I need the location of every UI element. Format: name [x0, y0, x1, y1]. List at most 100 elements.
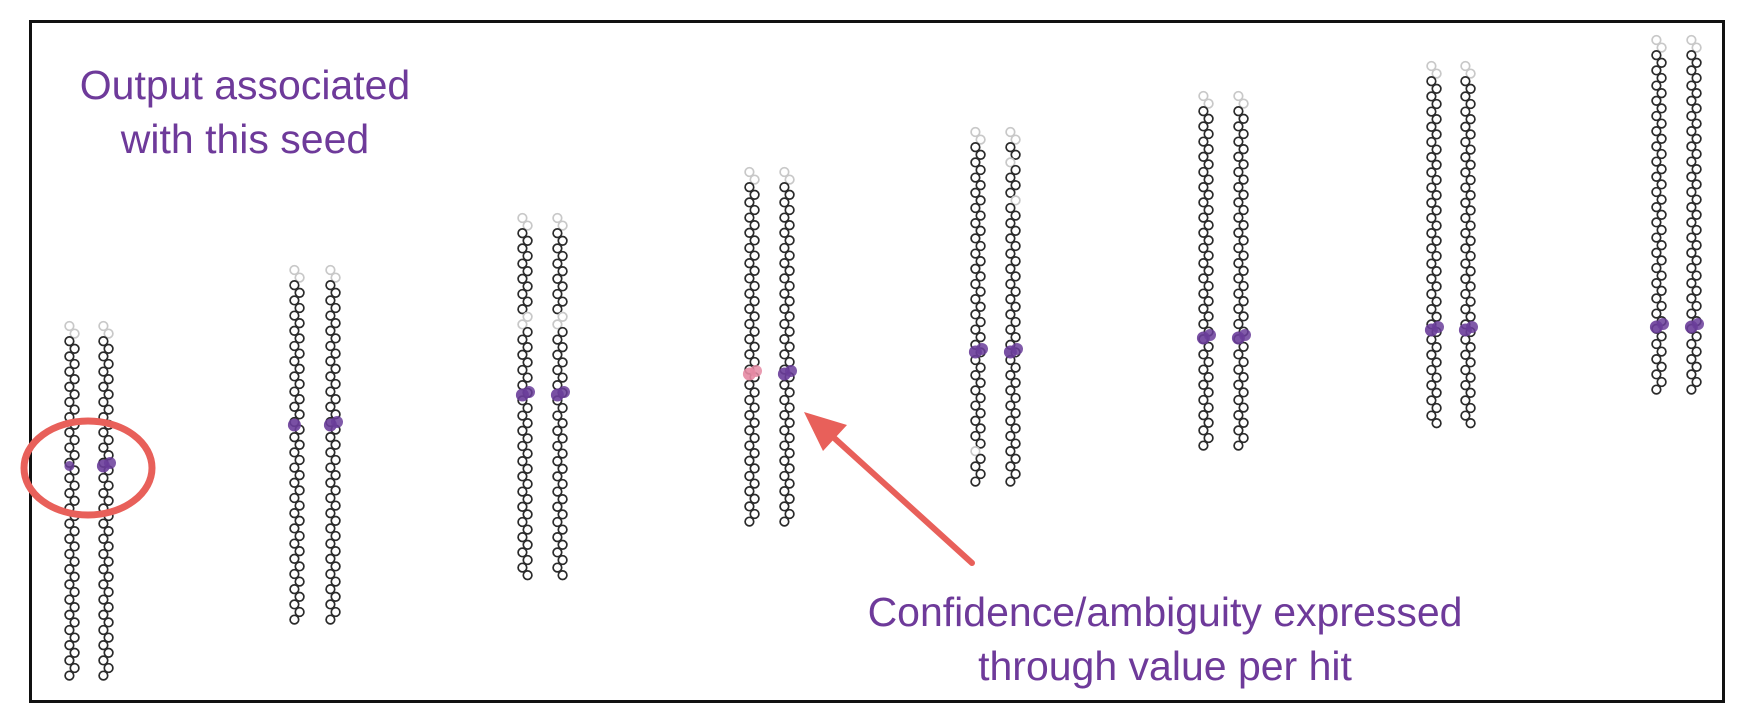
chain-link — [330, 515, 341, 526]
chain-link — [1431, 311, 1442, 322]
chain-link — [1686, 308, 1697, 319]
chain-link — [749, 417, 760, 428]
chain-link — [749, 250, 760, 261]
chain-link — [779, 197, 790, 208]
confidence-caption-line-2: through value per hit — [978, 643, 1352, 689]
chain-link — [784, 265, 795, 276]
hit-marker — [1239, 329, 1251, 341]
chain-link — [975, 332, 986, 343]
chain-link — [1656, 331, 1667, 342]
seed-highlight-circle-icon — [20, 417, 156, 519]
chain-link — [1203, 235, 1214, 246]
chain-link — [970, 309, 981, 320]
chain-link — [1238, 296, 1249, 307]
chain-link — [1198, 288, 1209, 299]
chain-link — [784, 235, 795, 246]
chain-link — [1465, 387, 1476, 398]
chain-link — [1460, 197, 1471, 208]
chain-link — [552, 547, 563, 558]
chain-link — [557, 402, 568, 414]
chain-link — [330, 348, 341, 359]
chain-link — [1460, 60, 1471, 72]
chain-link — [289, 310, 300, 321]
chain-link — [294, 485, 305, 496]
chain-link — [325, 523, 336, 534]
chain-link — [1691, 270, 1702, 281]
chain-link — [557, 266, 568, 277]
chain-link — [325, 340, 336, 352]
chain-link — [1431, 250, 1442, 262]
chain-link — [98, 670, 109, 681]
chain-link — [522, 220, 533, 231]
chain-link — [294, 470, 305, 481]
chain-link — [557, 342, 568, 353]
chain-link — [1431, 342, 1442, 353]
chain-link — [1431, 174, 1442, 186]
chain-pair-7 — [1424, 60, 1478, 429]
chain-link — [103, 343, 114, 354]
chain-link — [69, 450, 80, 461]
chain-link — [522, 418, 533, 429]
chain-link — [1238, 372, 1249, 383]
chain-link — [1238, 265, 1249, 276]
chain-link — [1686, 141, 1697, 152]
chain-link — [1686, 354, 1697, 365]
chain-link — [1460, 364, 1471, 376]
chain-link — [69, 617, 80, 628]
chain-link — [749, 493, 760, 504]
chain-link — [557, 326, 568, 338]
chain-link — [1005, 294, 1016, 305]
chain-link — [1203, 250, 1214, 261]
chain-link — [1651, 110, 1662, 122]
chain-link — [1651, 95, 1662, 106]
chain-link — [744, 455, 755, 466]
chain-link — [779, 212, 790, 223]
chain-link — [970, 370, 981, 381]
chain-link — [970, 187, 981, 198]
chain-link — [749, 265, 760, 276]
chain-link — [98, 396, 109, 408]
left-strand — [1196, 90, 1216, 451]
chain-link — [1238, 280, 1249, 292]
chain-link — [1198, 303, 1209, 314]
chain-link — [1233, 151, 1244, 162]
chain-link — [64, 533, 75, 544]
chain-link — [1460, 76, 1471, 87]
chain-link — [970, 233, 981, 244]
chain-link — [779, 486, 790, 497]
chain-link — [330, 272, 341, 283]
chain-link — [289, 508, 300, 519]
chain-link — [294, 606, 305, 618]
chain-link — [1005, 415, 1016, 426]
chain-link — [1426, 76, 1437, 87]
chain-link — [1431, 144, 1442, 155]
chain-link — [1198, 440, 1209, 451]
chain-link — [744, 470, 755, 482]
chain-link — [749, 448, 760, 459]
chain-link — [517, 486, 528, 497]
chain-link — [1431, 129, 1442, 140]
chain-link — [557, 418, 568, 429]
chain-link — [517, 547, 528, 558]
chain-link — [1426, 152, 1437, 163]
chain-link — [1431, 220, 1442, 231]
chain-link — [970, 324, 981, 335]
chain-link — [1691, 179, 1702, 190]
chain-link — [330, 546, 341, 557]
chain-link — [330, 439, 341, 450]
chain-link — [1460, 304, 1471, 315]
chain-link — [779, 516, 790, 527]
chain-link — [779, 425, 790, 436]
chain-link — [970, 248, 981, 259]
chain-link — [784, 250, 795, 261]
chain-link — [1431, 190, 1442, 201]
chain-link — [1686, 186, 1697, 198]
confidence-caption: Confidence/ambiguity expressed through v… — [800, 585, 1530, 693]
chain-link — [1686, 262, 1697, 274]
chain-link — [749, 311, 760, 322]
chain-link — [552, 349, 563, 360]
chain-link — [749, 204, 760, 216]
chain-link — [98, 548, 109, 560]
chain-link — [1005, 446, 1016, 457]
chain-link — [1233, 318, 1244, 330]
